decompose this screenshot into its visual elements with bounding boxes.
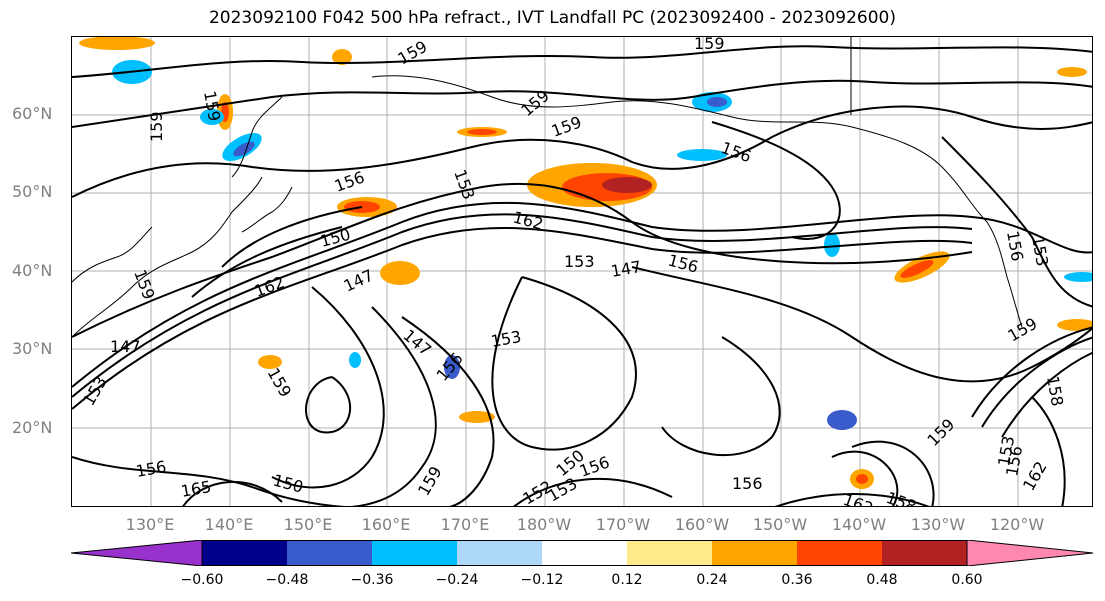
contour-label: 152 (520, 477, 556, 507)
contour-label: 156 (433, 349, 467, 385)
contour-label: 156 (134, 457, 167, 481)
contour-label: 159 (147, 111, 166, 142)
contour-label: 150 (318, 225, 352, 251)
contour-label: 162 (511, 208, 545, 234)
contour-label: 156 (1002, 444, 1026, 477)
contour-label: 159 (264, 365, 296, 401)
contour-label: 159 (1005, 314, 1041, 346)
lon-label: 180°W (516, 515, 572, 534)
colorbar-tick: −0.24 (435, 572, 479, 588)
lon-label: 140°W (831, 515, 887, 534)
contour-label: 156 (666, 251, 700, 277)
colorbar-segment (202, 540, 287, 566)
contour-label: 153 (450, 167, 478, 202)
contour-label: 159 (694, 37, 725, 53)
lat-label: 40°N (12, 261, 53, 280)
contour-label: 156 (1003, 229, 1027, 262)
lon-label: 130°E (125, 515, 175, 534)
colorbar-segment (287, 540, 372, 566)
lon-label: 140°E (204, 515, 254, 534)
contour-label: 147 (609, 257, 642, 281)
lon-label: 170°E (440, 515, 490, 534)
map-panel: 159 159 159 159 159 159 156 156 153 162 … (71, 36, 1093, 507)
contour-label: 162 (841, 490, 876, 507)
contour-label: 158 (1043, 374, 1067, 407)
colorbar-segment (712, 540, 797, 566)
contour-label: 156 (332, 167, 367, 195)
contour-label: 165 (179, 477, 212, 501)
colorbar-tick: 0.60 (951, 572, 983, 588)
contour-label: 147 (399, 326, 435, 360)
coastlines (72, 37, 1023, 338)
lon-label: 170°W (595, 515, 651, 534)
lat-label: 30°N (12, 339, 53, 358)
height-contours (72, 45, 1092, 506)
lon-label: 160°W (674, 515, 730, 534)
colorbar-segment (542, 540, 627, 566)
colorbar-tick: 0.24 (696, 572, 728, 588)
colorbar-tick: 0.48 (866, 572, 898, 588)
colorbar-segment (457, 540, 542, 566)
map-title: 2023092100 F042 500 hPa refract., IVT La… (208, 8, 896, 28)
contour-label: 150 (271, 471, 305, 497)
lon-label: 130°W (910, 515, 966, 534)
colorbar-tick: 0.36 (781, 572, 813, 588)
lon-label: 150°E (283, 515, 333, 534)
contour-label: 159 (130, 267, 158, 302)
lon-label: 150°W (752, 515, 808, 534)
colorbar (71, 540, 1094, 566)
colorbar-segment (966, 540, 1094, 566)
lat-label: 20°N (12, 418, 53, 437)
colorbar-segment (372, 540, 457, 566)
colorbar-segment (627, 540, 712, 566)
contour-label: 153 (489, 327, 522, 351)
colorbar-tick: −0.60 (180, 572, 224, 588)
contour-label: 159 (923, 415, 958, 450)
lat-label: 60°N (12, 104, 53, 123)
contour-label: 153 (1028, 234, 1052, 267)
contour-label: 156 (732, 474, 763, 493)
lat-label: 50°N (12, 182, 53, 201)
contour-label: 153 (564, 252, 595, 271)
contour-label: 159 (414, 463, 446, 499)
map-canvas: 159 159 159 159 159 159 156 156 153 162 … (72, 37, 1092, 507)
contour-label: 159 (395, 37, 431, 68)
lon-label: 120°W (989, 515, 1045, 534)
lon-label: 160°E (361, 515, 411, 534)
contour-label: 159 (549, 112, 584, 140)
ivt-shading (79, 37, 1092, 489)
contour-label: 158 (884, 488, 919, 507)
colorbar-tick: −0.48 (265, 572, 309, 588)
contour-label: 147 (341, 265, 377, 295)
contour-label: 162 (1019, 458, 1051, 494)
contour-label: 147 (110, 337, 141, 356)
colorbar-tick: −0.12 (520, 572, 564, 588)
colorbar-tick: 0.12 (611, 572, 643, 588)
colorbar-segment (797, 540, 882, 566)
colorbar-tick: −0.36 (350, 572, 394, 588)
colorbar-segment (882, 540, 967, 566)
colorbar-segment (71, 540, 203, 566)
contour-label: 156 (719, 138, 754, 166)
